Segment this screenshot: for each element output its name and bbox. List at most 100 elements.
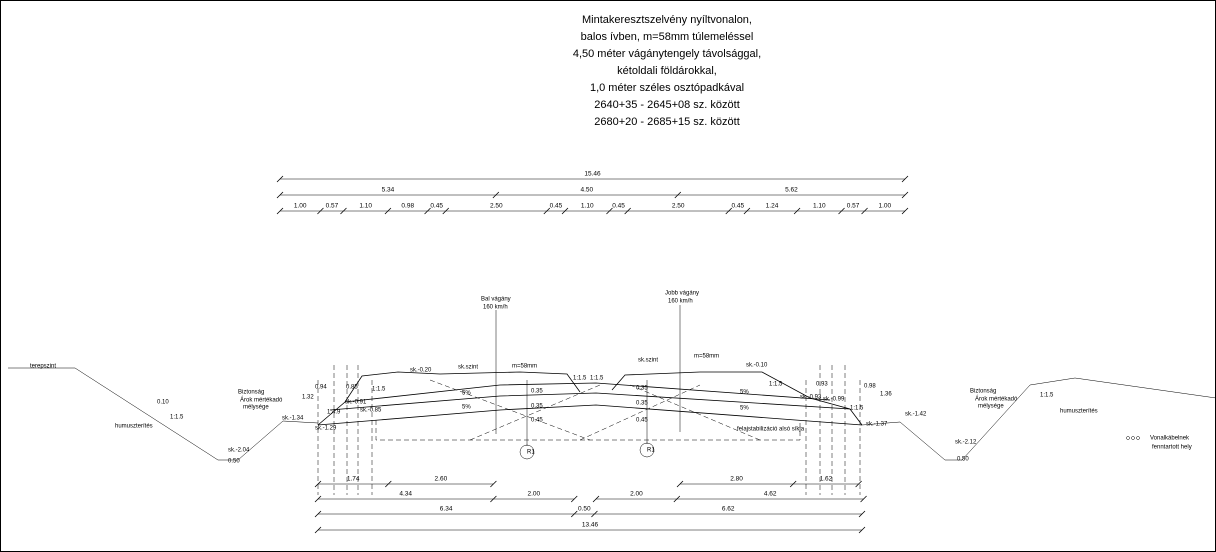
left-terrain [8, 367, 319, 461]
dimension-label: 0.45 [430, 203, 443, 210]
annotation: sk.-0.93 [800, 395, 822, 401]
annotation: 5% [462, 405, 471, 411]
annotation: sk.szint [458, 365, 478, 371]
annotation: 0.50 [957, 457, 969, 463]
dimension-label: 2.60 [435, 476, 448, 483]
annotation: sk.-0.91 [345, 400, 367, 406]
annotation: 0.45 [531, 418, 543, 424]
annotation: 0.50 [228, 459, 240, 465]
annotation: 1:1.5 [573, 376, 587, 382]
dimension-label: 1.10 [813, 203, 826, 210]
title-line: 2680+20 - 2685+15 sz. között [594, 116, 740, 128]
dimension-label: 0.50 [578, 506, 591, 513]
dimension-label: 1.10 [359, 203, 372, 210]
annotation: 0.35 [531, 404, 543, 410]
title-line: 4,50 méter vágánytengely távolsággal, [573, 48, 761, 60]
annotation: 160 km/h [483, 305, 508, 311]
title-line: Mintakeresztszelvény nyíltvonalon, [582, 14, 752, 26]
dimension-tick [860, 495, 867, 503]
annotation: 0.35 [531, 389, 543, 395]
dimension-label: 4.34 [399, 491, 412, 498]
annotation: R1 [647, 448, 655, 454]
layer-line [344, 382, 831, 403]
annotation: mélysége [978, 404, 1004, 410]
dimension-tick [858, 510, 866, 518]
dimension-tick [855, 480, 862, 488]
layer-line [329, 392, 851, 411]
cable-symbol [1126, 436, 1130, 440]
annotation: 0.35 [636, 401, 648, 407]
dimension-tick [901, 175, 909, 183]
dimension-label: 2.80 [730, 476, 743, 483]
annotation: Vonalkábelnek [1150, 436, 1190, 442]
annotation: 1.36 [880, 392, 892, 398]
dimension-tick [858, 526, 866, 534]
dimension-label: 2.50 [672, 203, 685, 210]
annotation: 1:1.5 [850, 406, 864, 412]
r1-circle [519, 444, 535, 460]
annotation: sk.szint [638, 358, 658, 364]
dimension-label: 4.50 [581, 187, 594, 194]
annotation: 0.10 [157, 400, 169, 406]
annotation: sk.-1.29 [315, 426, 337, 432]
annotation: Biztonság [238, 390, 264, 396]
annotation: 0.94 [315, 385, 327, 391]
dimension-label: 6.62 [722, 506, 735, 513]
annotation: humuszterítés [1060, 409, 1098, 415]
annotation: 0.85 [346, 385, 358, 391]
annotation: sk.-0.20 [410, 368, 432, 374]
title-line: balos ívben, m=58mm túlemeléssel [581, 31, 754, 43]
annotation: sk.-2.12 [955, 440, 977, 446]
dimension-tick [901, 207, 909, 215]
annotation: 0.45 [636, 418, 648, 424]
annotation: sk.-1.37 [866, 422, 888, 428]
dimension-label: 1.62 [820, 476, 833, 483]
annotation: R1 [527, 450, 535, 456]
left-ballast [317, 371, 581, 426]
annotation: 160 km/h [668, 299, 693, 305]
dimension-tick [490, 480, 497, 488]
annotation: sk.-0.99 [823, 397, 845, 403]
annotation: Jobb vágány [665, 291, 699, 297]
annotation: 0.93 [816, 382, 828, 388]
influence-line [429, 379, 591, 441]
influence-line [579, 384, 701, 441]
title-line: kétoldali földárokkal, [617, 65, 717, 77]
annotation: 1:1.5 [1040, 393, 1054, 399]
dimension-tick [901, 191, 909, 199]
annotation: 1:1.5 [372, 387, 386, 393]
dimension-label: 1.24 [766, 203, 779, 210]
dimension-label: 0.57 [326, 203, 339, 210]
dimension-label: 0.98 [401, 203, 414, 210]
dashed-verticals [317, 365, 861, 495]
annotation: 1.32 [302, 395, 314, 401]
cable-symbol [1131, 436, 1135, 440]
right-ballast [611, 371, 863, 426]
annotation: felajstabilizáció alsó síkja [737, 427, 805, 433]
annotation: sk.-1.34 [282, 416, 304, 422]
dimension-tick [570, 495, 578, 503]
annotation: m=58mm [512, 364, 537, 370]
annotation: 0.35 [636, 386, 648, 392]
annotation: 1:1.5 [769, 382, 783, 388]
title-line: 2640+35 - 2645+08 sz. között [594, 99, 740, 111]
dimension-label: 0.45 [612, 203, 625, 210]
annotation: sk.-2.04 [228, 448, 250, 454]
dimension-label: 15.46 [584, 171, 601, 178]
annotation: Biztonság [970, 389, 996, 395]
annotation: terepszint [30, 364, 56, 370]
dimension-label: 2.00 [527, 491, 540, 498]
annotation: 1:1.5 [170, 415, 184, 421]
annotation: 1:4.9 [327, 410, 341, 416]
annotation: fenntartott hely [1152, 445, 1192, 451]
annotation: mélysége [243, 405, 269, 411]
cross-section [8, 305, 1216, 495]
annotation: 5% [740, 406, 749, 412]
annotation: sk.-1.42 [905, 412, 927, 418]
dimension-label: 5.34 [382, 187, 395, 194]
annotation: Árok mértékadó [975, 396, 1018, 403]
dimension-label: 1.10 [581, 203, 594, 210]
annotation: Árok mértékadó [240, 397, 283, 404]
dimension-label: 0.45 [550, 203, 563, 210]
annotation: 5% [462, 391, 471, 397]
